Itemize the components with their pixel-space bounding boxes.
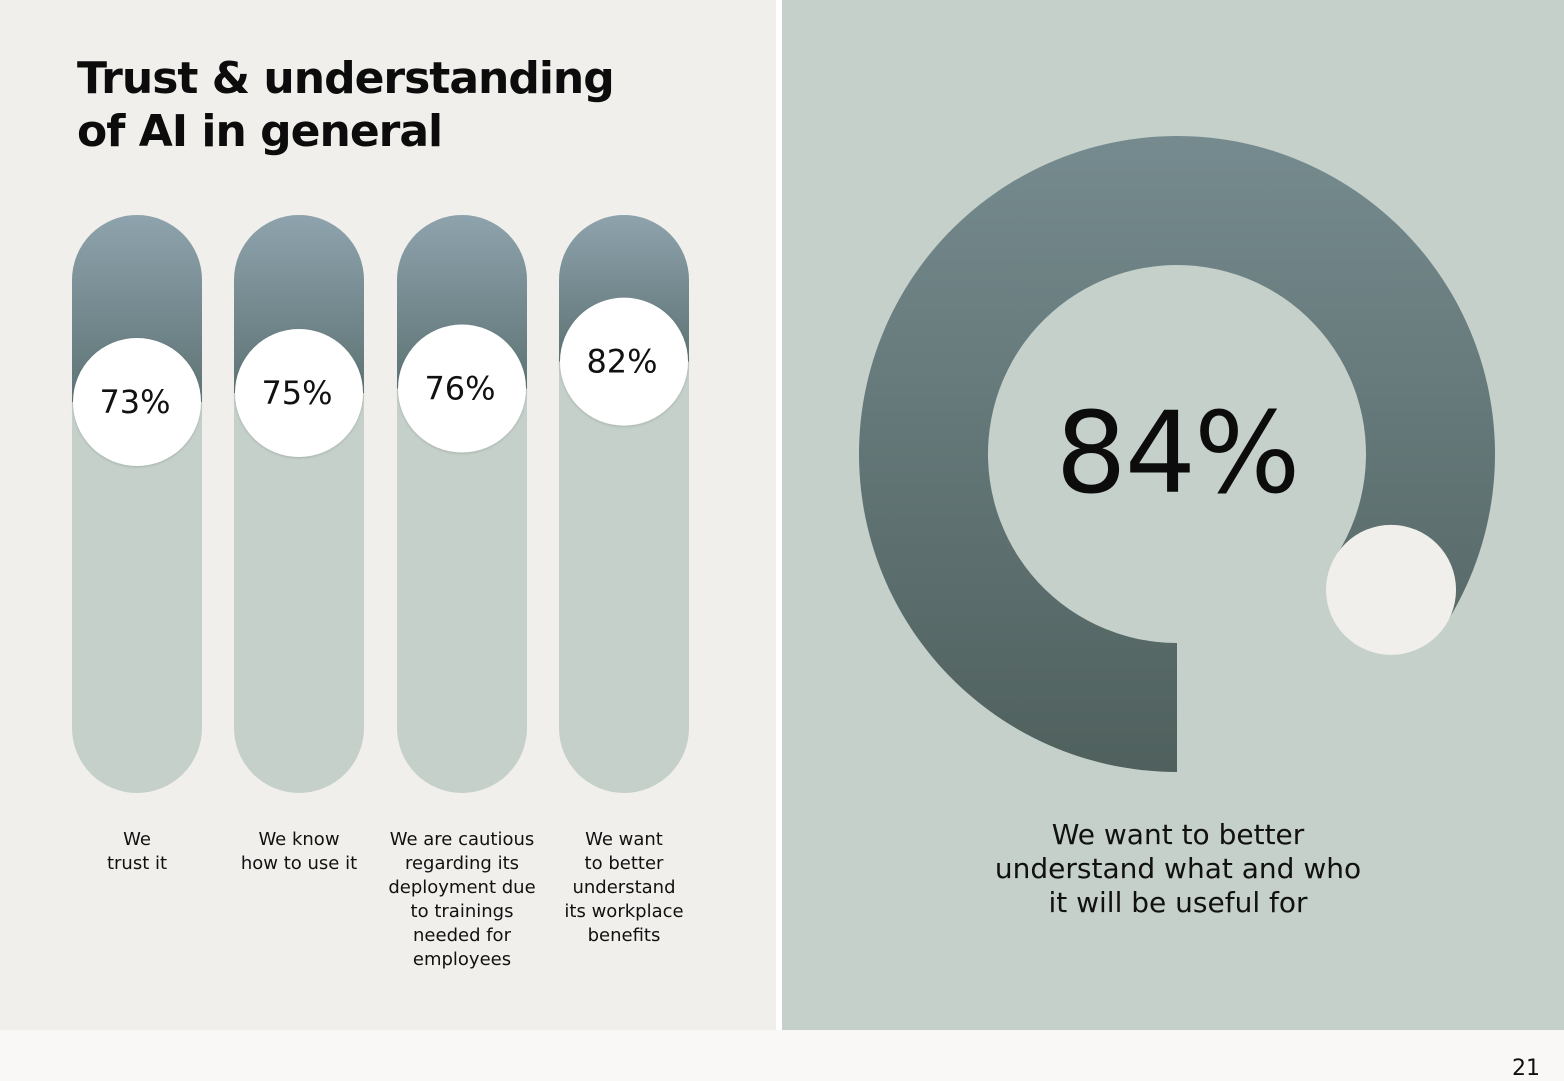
donut-caption: We want to better understand what and wh…: [994, 818, 1362, 919]
donut-end-dot: [1326, 524, 1457, 655]
bar-value-label: 82%: [586, 343, 657, 381]
pill-bar-chart: 73% 75% 76% 82%: [72, 215, 689, 793]
bar-category-label: We want to better understand its workpla…: [564, 829, 684, 946]
bar-value-label: 75%: [261, 374, 332, 412]
donut-chart: 84%: [859, 135, 1495, 772]
pill-bar: 75%: [234, 215, 364, 793]
pill-bar: 73%: [72, 215, 202, 793]
donut-arc: [859, 135, 1495, 772]
bar-value-label: 73%: [99, 383, 170, 421]
pill-bar: 76%: [397, 215, 527, 793]
pill-bar: 82%: [559, 215, 689, 793]
bar-category-label: We know how to use it: [240, 829, 358, 874]
bar-value-label: 76%: [424, 370, 495, 408]
panel-divider: [776, 0, 782, 1030]
bar-category-label: We are cautious regarding its deployment…: [388, 829, 536, 970]
pill-knob: [560, 297, 688, 426]
page-number: 21: [1512, 1056, 1540, 1081]
pill-knob: [73, 337, 201, 466]
pill-knob: [235, 329, 363, 457]
bar-category-label: We trust it: [106, 829, 168, 874]
pill-knob: [398, 324, 526, 453]
page-title: Trust & understanding of AI in general: [77, 53, 615, 157]
donut-value-label: 84%: [1056, 389, 1299, 519]
